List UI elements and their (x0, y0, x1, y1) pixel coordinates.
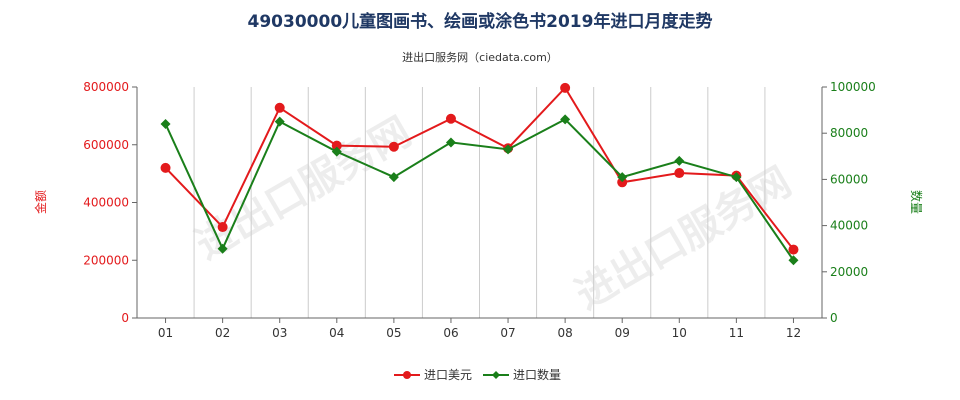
x-tick-label: 01 (158, 326, 173, 340)
y-right-tick-label: 100000 (830, 80, 876, 94)
x-tick-label: 06 (443, 326, 458, 340)
series-1-point (160, 162, 171, 173)
series-2-point (160, 118, 171, 129)
x-tick-label: 03 (272, 326, 287, 340)
y-right-tick-label: 60000 (830, 172, 868, 186)
x-tick-label: 09 (615, 326, 630, 340)
chart-subtitle: 进出口服务网（ciedata.com） (402, 50, 558, 64)
x-tick-label: 07 (500, 326, 515, 340)
x-tick-label: 04 (329, 326, 344, 340)
y-left-tick-label: 0 (121, 311, 129, 325)
series-1-point (617, 177, 628, 188)
legend-marker-2 (492, 371, 500, 379)
series-line-1 (164, 86, 795, 251)
y-right-tick-label: 80000 (830, 126, 868, 140)
series-2-point (445, 137, 456, 148)
x-axis-ticks: 01 02 03 04 05 06 07 08 09 10 11 12 (158, 318, 801, 340)
x-tick-label: 02 (215, 326, 230, 340)
y-right-tick-label: 20000 (830, 265, 868, 279)
series-2-point (674, 155, 685, 166)
right-axis-ticks: 0 20000 40000 60000 80000 100000 (822, 80, 876, 325)
series-1-point (674, 168, 685, 179)
x-tick-label: 11 (729, 326, 744, 340)
series-1-point (217, 222, 228, 233)
left-axis-ticks: 0 200000 400000 600000 800000 (83, 80, 137, 325)
series-2-point (617, 172, 628, 183)
y-axis-left-label: 金额 (33, 190, 48, 214)
x-tick-label: 10 (672, 326, 687, 340)
series-2-point (388, 172, 399, 183)
series-1-point (445, 113, 456, 124)
x-tick-label: 12 (786, 326, 801, 340)
series-2-point (274, 116, 285, 127)
grid-lines (193, 87, 766, 318)
series-2-point (503, 144, 514, 155)
series-2-point (331, 146, 342, 157)
series-1-point (274, 102, 285, 113)
legend: 进口美元 进口数量 (394, 367, 561, 382)
y-left-tick-label: 800000 (83, 80, 129, 94)
x-tick-label: 05 (386, 326, 401, 340)
series-layer (160, 82, 799, 266)
legend-marker-1 (403, 371, 411, 379)
y-left-tick-label: 200000 (83, 253, 129, 267)
series-2-point (788, 255, 799, 266)
series-2-point (731, 172, 742, 183)
series-2-point (217, 243, 228, 254)
y-right-tick-label: 40000 (830, 219, 868, 233)
y-axis-right-label: 数量 (909, 190, 924, 214)
series-2-point (560, 114, 571, 125)
y-left-tick-label: 400000 (83, 196, 129, 210)
y-left-tick-label: 600000 (83, 138, 129, 152)
series-1-point (388, 141, 399, 152)
series-1-point (560, 82, 571, 93)
chart-title: 49030000儿童图画书、绘画或涂色书2019年进口月度走势 (248, 11, 713, 32)
series-1-point (331, 140, 342, 151)
watermark-text: 进出口服务网 (568, 159, 799, 319)
legend-label-1: 进口美元 (424, 368, 472, 382)
legend-label-2: 进口数量 (513, 367, 561, 382)
series-1-point (788, 244, 799, 255)
y-right-tick-label: 0 (830, 311, 838, 325)
x-tick-label: 08 (557, 326, 572, 340)
series-line-2 (164, 118, 795, 261)
